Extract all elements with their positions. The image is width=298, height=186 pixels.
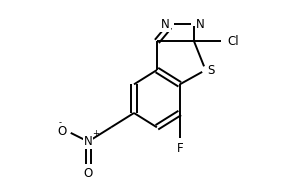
Text: F: F (176, 142, 183, 155)
Text: N: N (84, 135, 93, 148)
Text: Cl: Cl (227, 35, 239, 48)
Text: O: O (83, 167, 93, 180)
Text: -: - (59, 118, 62, 127)
Text: N: N (161, 18, 170, 31)
Text: N: N (195, 18, 204, 31)
Text: +: + (93, 129, 100, 137)
Text: O: O (58, 125, 67, 138)
Text: S: S (207, 64, 214, 77)
